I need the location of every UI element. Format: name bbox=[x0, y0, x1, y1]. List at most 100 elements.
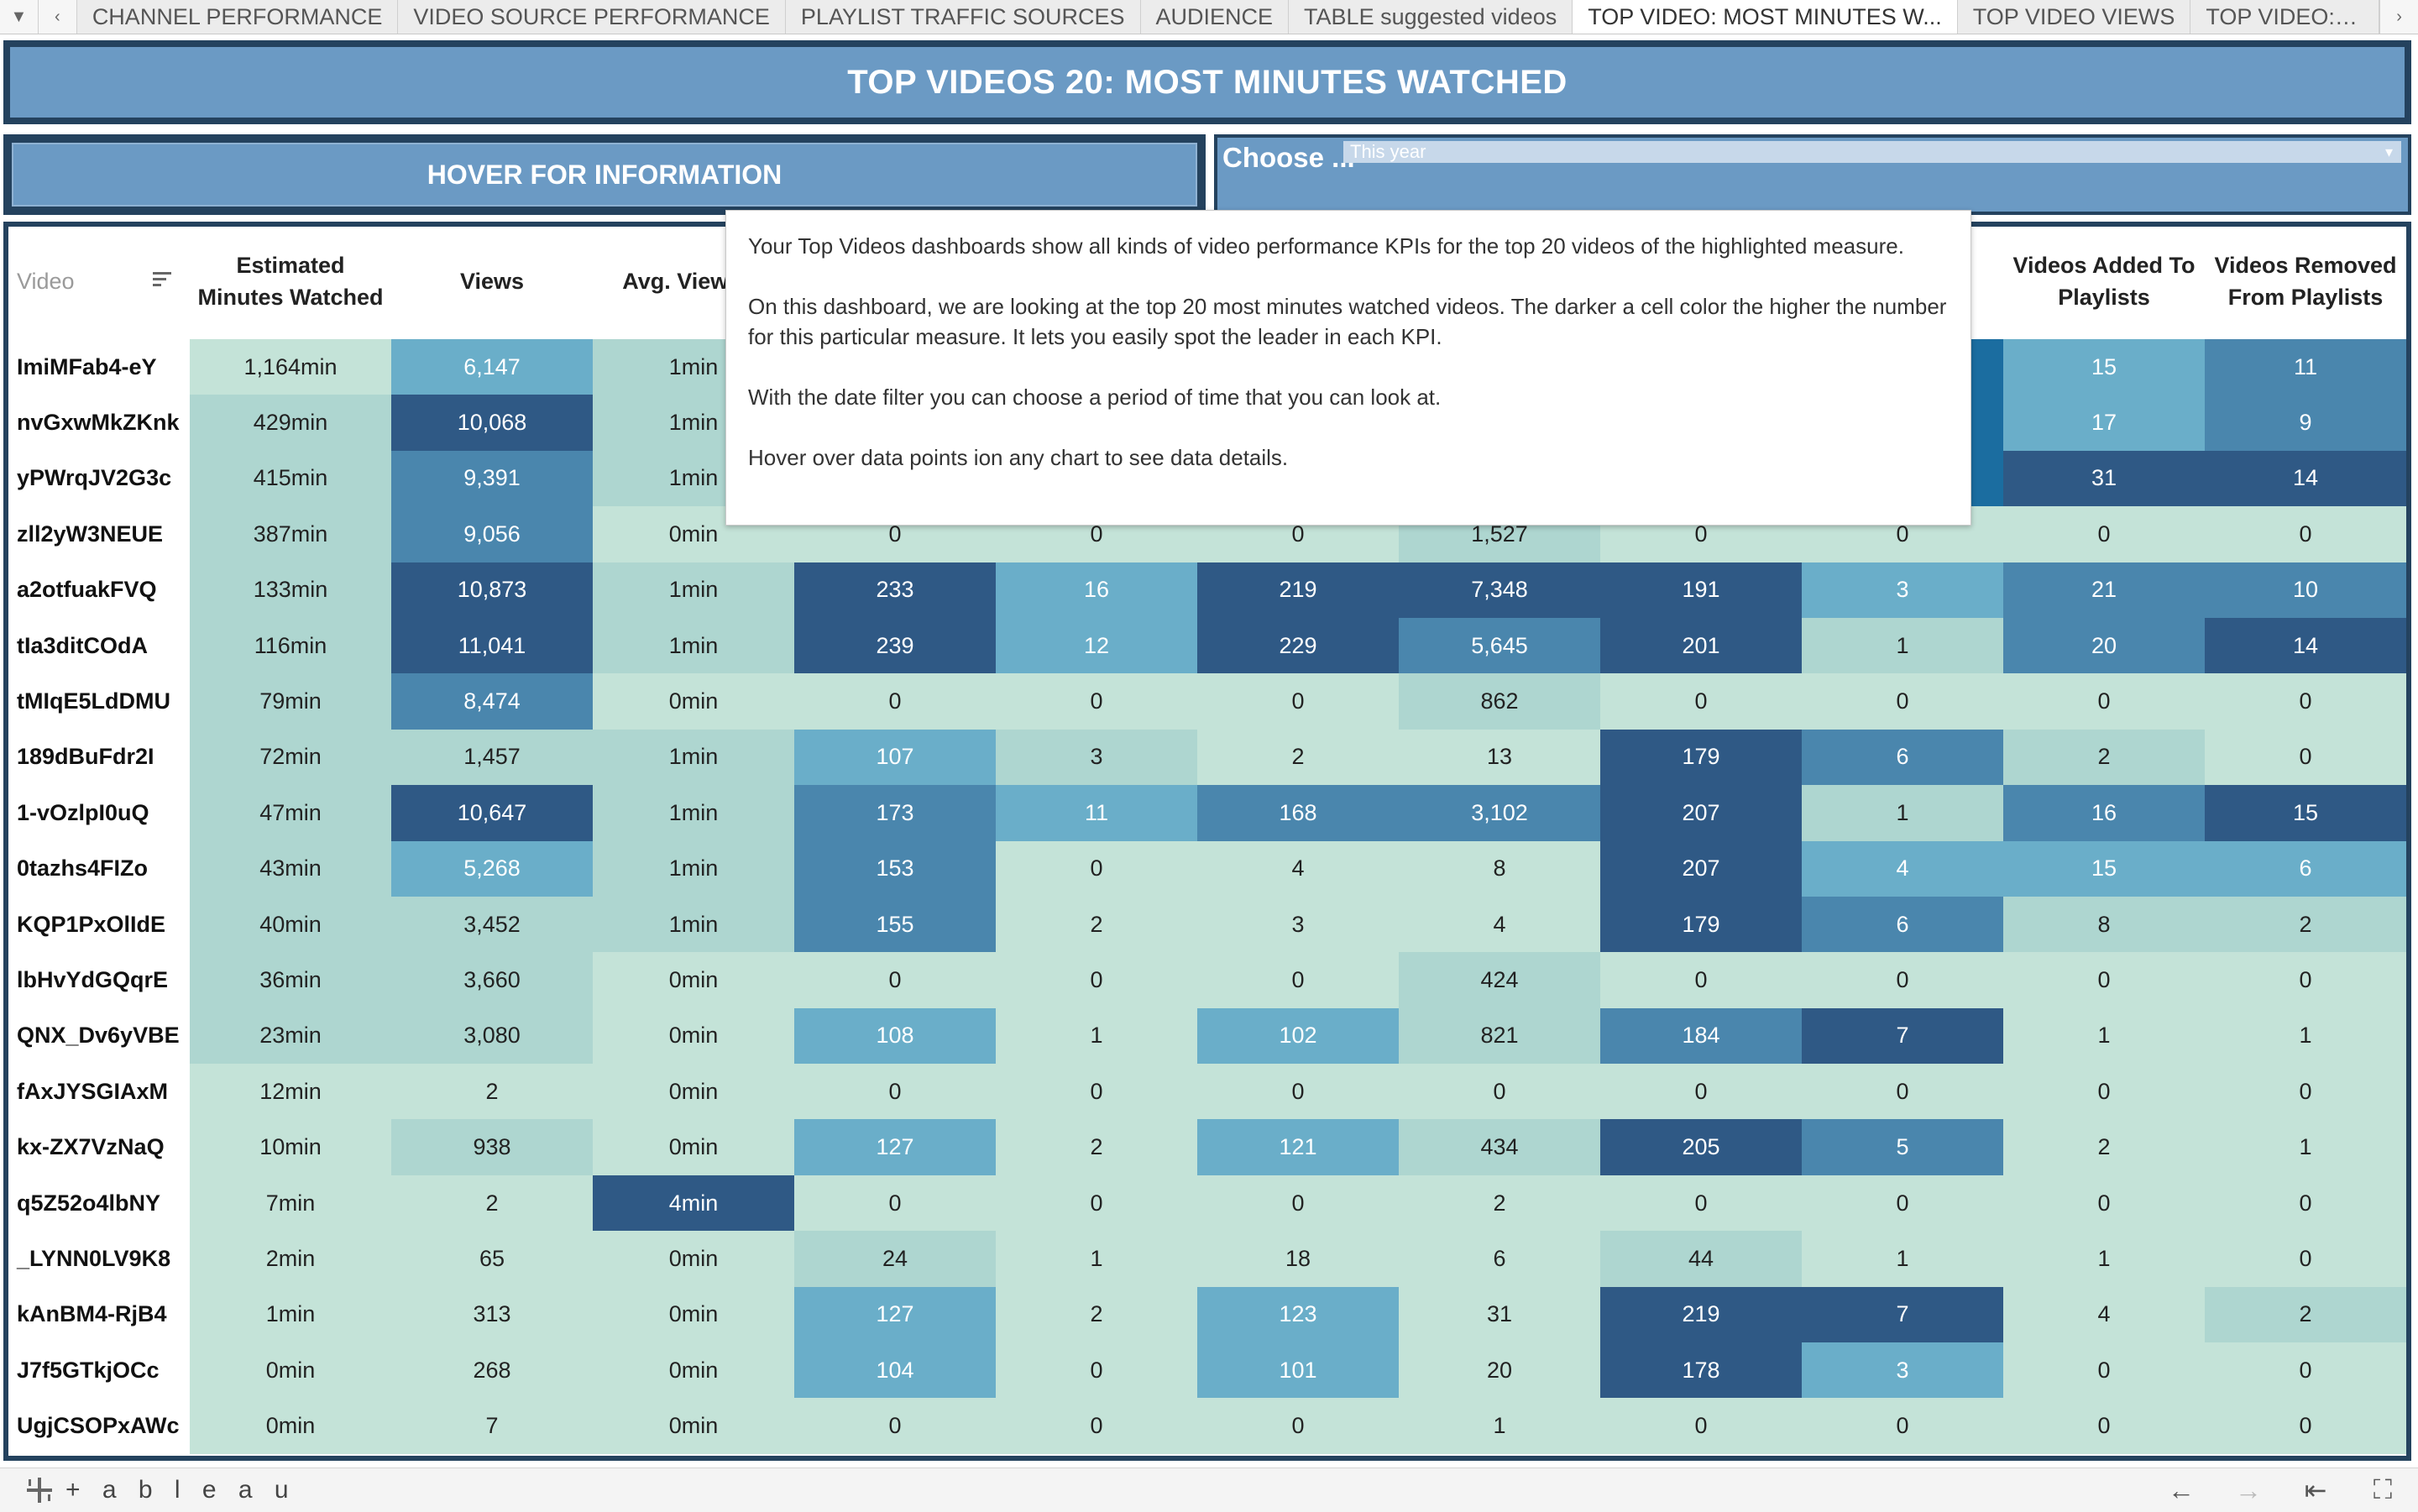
table-cell[interactable]: 0 bbox=[2205, 673, 2406, 730]
video-id-label[interactable]: q5Z52o4lbNY bbox=[8, 1175, 190, 1232]
table-cell[interactable]: 121 bbox=[1197, 1119, 1399, 1175]
table-cell[interactable]: 16 bbox=[996, 562, 1197, 618]
table-cell[interactable]: 17 bbox=[2003, 395, 2205, 451]
table-cell[interactable]: 2 bbox=[2205, 896, 2406, 953]
table-cell[interactable]: 179 bbox=[1600, 729, 1802, 786]
table-cell[interactable]: 101 bbox=[1197, 1342, 1399, 1399]
table-cell[interactable]: 2 bbox=[391, 1064, 593, 1120]
column-header[interactable]: Videos Added To Playlists bbox=[2012, 253, 2196, 310]
table-cell[interactable]: 0 bbox=[996, 1064, 1197, 1120]
table-cell[interactable]: 4 bbox=[1802, 840, 2003, 897]
table-cell[interactable]: 11 bbox=[996, 785, 1197, 841]
table-cell[interactable]: 2 bbox=[996, 1119, 1197, 1175]
table-cell[interactable]: 0min bbox=[190, 1342, 391, 1399]
table-cell[interactable]: 4min bbox=[593, 1175, 794, 1232]
table-cell[interactable]: 0 bbox=[794, 952, 996, 1008]
table-cell[interactable]: 1 bbox=[996, 1231, 1197, 1287]
table-cell[interactable]: 2min bbox=[190, 1231, 391, 1287]
table-cell[interactable]: 201 bbox=[1600, 617, 1802, 674]
table-cell[interactable]: 0 bbox=[794, 1175, 996, 1232]
table-cell[interactable]: 0min bbox=[593, 1342, 794, 1399]
date-filter-dropdown[interactable]: This year ▾ bbox=[1343, 141, 2401, 163]
table-cell[interactable]: 205 bbox=[1600, 1119, 1802, 1175]
table-cell[interactable]: 1 bbox=[2003, 1231, 2205, 1287]
table-cell[interactable]: 5 bbox=[1802, 1119, 2003, 1175]
table-cell[interactable]: 16 bbox=[2003, 785, 2205, 841]
table-cell[interactable]: 3 bbox=[1802, 1342, 2003, 1399]
table-cell[interactable]: 133min bbox=[190, 562, 391, 618]
table-cell[interactable]: 0 bbox=[2003, 1064, 2205, 1120]
table-cell[interactable]: 18 bbox=[1197, 1231, 1399, 1287]
table-cell[interactable]: 0 bbox=[794, 1064, 996, 1120]
table-cell[interactable]: 10,647 bbox=[391, 785, 593, 841]
table-cell[interactable]: 107 bbox=[794, 729, 996, 786]
table-cell[interactable]: 0 bbox=[996, 1398, 1197, 1454]
table-cell[interactable]: 1min bbox=[593, 562, 794, 618]
table-cell[interactable]: 0min bbox=[593, 1398, 794, 1454]
table-cell[interactable]: 1 bbox=[1399, 1398, 1600, 1454]
table-cell[interactable]: 424 bbox=[1399, 952, 1600, 1008]
table-cell[interactable]: 178 bbox=[1600, 1342, 1802, 1399]
table-cell[interactable]: 4 bbox=[1197, 840, 1399, 897]
tab-2[interactable]: VIDEO SOURCE PERFORMANCE bbox=[398, 0, 786, 34]
table-cell[interactable]: 0 bbox=[2003, 952, 2205, 1008]
table-cell[interactable]: 1 bbox=[1802, 617, 2003, 674]
table-cell[interactable]: 0 bbox=[794, 1398, 996, 1454]
table-cell[interactable]: 387min bbox=[190, 506, 391, 562]
table-cell[interactable]: 0min bbox=[593, 1286, 794, 1343]
video-id-label[interactable]: nvGxwMkZKnk bbox=[8, 395, 190, 451]
table-cell[interactable]: 0 bbox=[1600, 1175, 1802, 1232]
table-cell[interactable]: 123 bbox=[1197, 1286, 1399, 1343]
table-cell[interactable]: 2 bbox=[1399, 1175, 1600, 1232]
table-cell[interactable]: 21 bbox=[2003, 562, 2205, 618]
table-cell[interactable]: 0 bbox=[2003, 1398, 2205, 1454]
table-cell[interactable]: 207 bbox=[1600, 785, 1802, 841]
table-cell[interactable]: 434 bbox=[1399, 1119, 1600, 1175]
table-cell[interactable]: 14 bbox=[2205, 617, 2406, 674]
table-cell[interactable]: 43min bbox=[190, 840, 391, 897]
table-cell[interactable]: 0 bbox=[2205, 1175, 2406, 1232]
table-cell[interactable]: 0min bbox=[593, 952, 794, 1008]
table-cell[interactable]: 1min bbox=[593, 785, 794, 841]
table-cell[interactable]: 12 bbox=[996, 617, 1197, 674]
table-cell[interactable]: 2 bbox=[2003, 729, 2205, 786]
table-cell[interactable]: 36min bbox=[190, 952, 391, 1008]
table-cell[interactable]: 8 bbox=[1399, 840, 1600, 897]
table-cell[interactable]: 2 bbox=[1197, 729, 1399, 786]
table-cell[interactable]: 3,102 bbox=[1399, 785, 1600, 841]
table-cell[interactable]: 0 bbox=[2003, 506, 2205, 562]
tab-8[interactable]: TOP VIDEO: SUBSCRIBERS L bbox=[2190, 0, 2380, 34]
table-cell[interactable]: 10 bbox=[2205, 562, 2406, 618]
table-cell[interactable]: 6 bbox=[2205, 840, 2406, 897]
video-id-label[interactable]: a2otfuakFVQ bbox=[8, 562, 190, 618]
table-cell[interactable]: 1 bbox=[1802, 785, 2003, 841]
table-cell[interactable]: 0 bbox=[996, 1342, 1197, 1399]
table-cell[interactable]: 0 bbox=[1802, 1064, 2003, 1120]
video-id-label[interactable]: ImiMFab4-eY bbox=[8, 339, 190, 395]
video-id-label[interactable]: lbHvYdGQqrE bbox=[8, 952, 190, 1008]
table-cell[interactable]: 1,164min bbox=[190, 339, 391, 395]
tab-scroll-left-icon[interactable]: ‹ bbox=[38, 0, 77, 34]
table-cell[interactable]: 1min bbox=[593, 840, 794, 897]
table-cell[interactable]: 40min bbox=[190, 896, 391, 953]
table-cell[interactable]: 219 bbox=[1600, 1286, 1802, 1343]
table-cell[interactable]: 2 bbox=[2003, 1119, 2205, 1175]
table-cell[interactable]: 0min bbox=[593, 1007, 794, 1065]
tab-6[interactable]: TOP VIDEO: MOST MINUTES W... bbox=[1573, 0, 1958, 34]
table-cell[interactable]: 0 bbox=[2205, 1398, 2406, 1454]
video-id-label[interactable]: QNX_Dv6yVBE bbox=[8, 1007, 190, 1065]
table-cell[interactable]: 1,457 bbox=[391, 729, 593, 786]
table-cell[interactable]: 0min bbox=[593, 1064, 794, 1120]
table-cell[interactable]: 44 bbox=[1600, 1231, 1802, 1287]
table-cell[interactable]: 1 bbox=[2205, 1119, 2406, 1175]
table-cell[interactable]: 11 bbox=[2205, 339, 2406, 395]
video-id-label[interactable]: UgjCSOPxAWc bbox=[8, 1398, 190, 1454]
table-cell[interactable]: 4 bbox=[2003, 1286, 2205, 1343]
table-cell[interactable]: 0 bbox=[1197, 673, 1399, 730]
table-cell[interactable]: 72min bbox=[190, 729, 391, 786]
video-id-label[interactable]: KQP1PxOlIdE bbox=[8, 896, 190, 953]
tab-scroll-right-icon[interactable]: › bbox=[2379, 0, 2418, 34]
table-cell[interactable]: 1min bbox=[593, 617, 794, 674]
table-cell[interactable]: 0 bbox=[1600, 1064, 1802, 1120]
tab-1[interactable]: CHANNEL PERFORMANCE bbox=[76, 0, 399, 34]
